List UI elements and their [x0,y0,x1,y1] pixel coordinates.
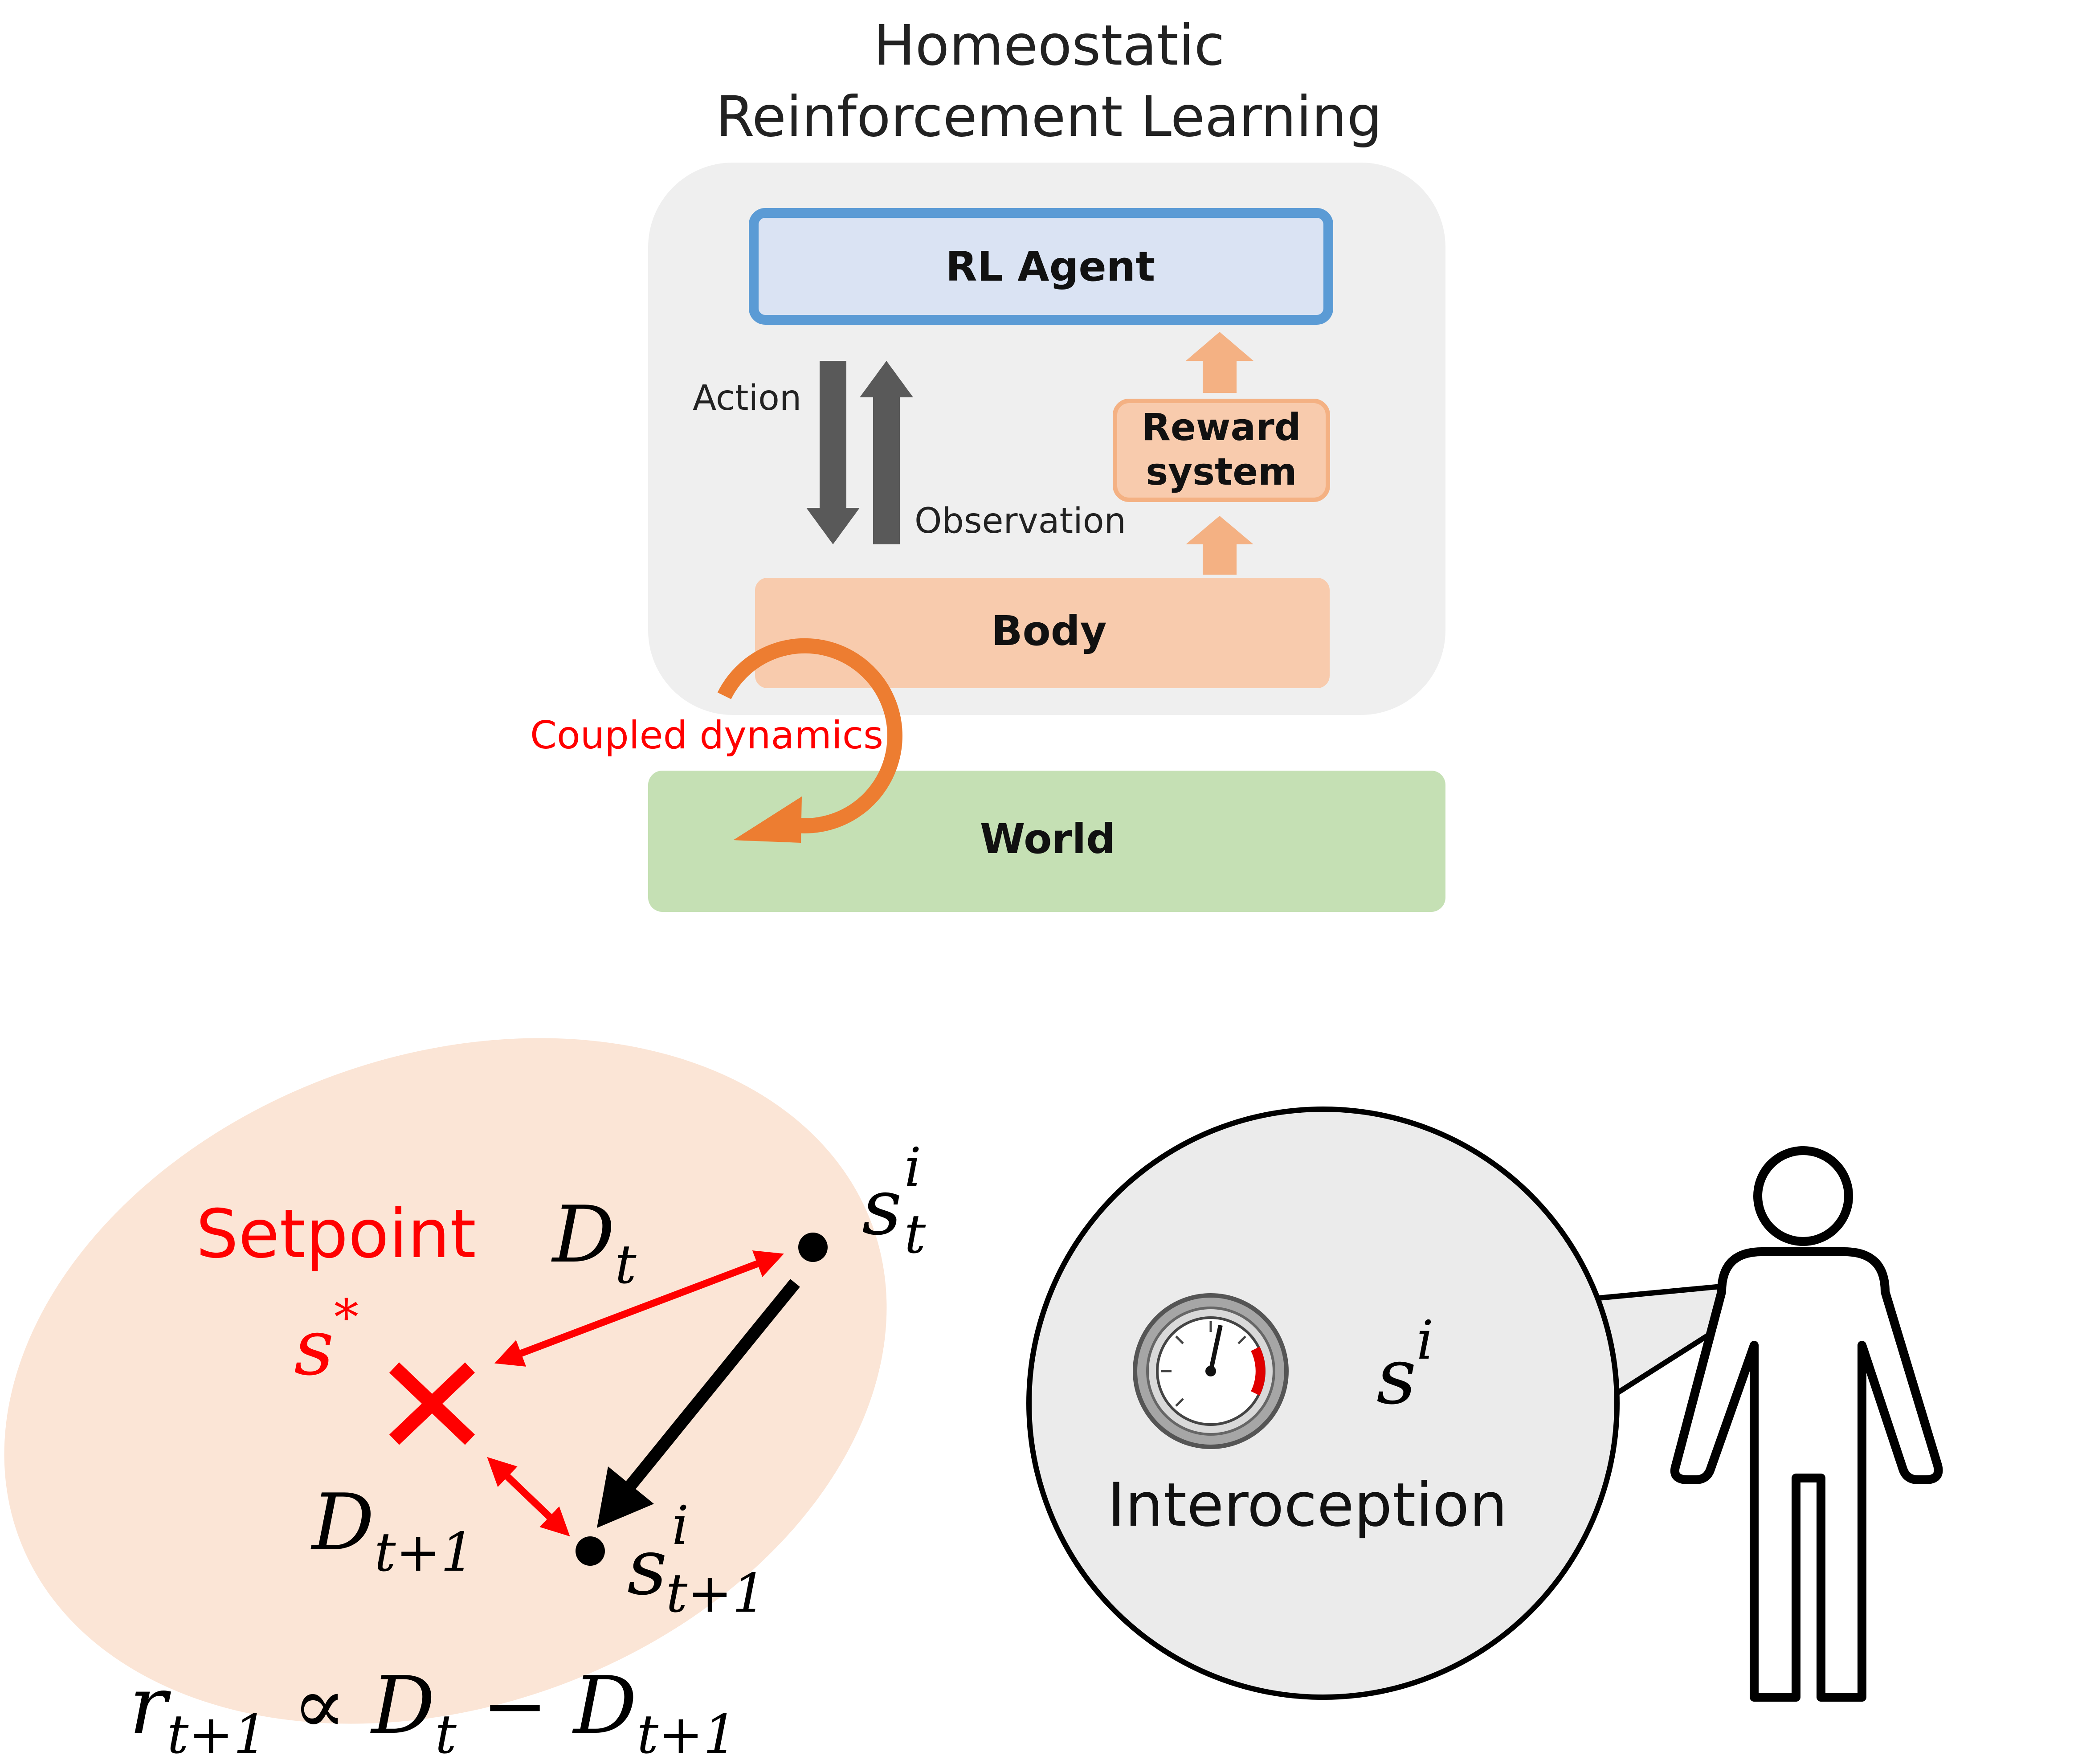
reward-to-agent-arrow [1186,332,1253,393]
distance-t-arrow [494,1250,784,1367]
world-box [648,771,1445,912]
body-to-reward-arrow [1186,516,1253,575]
reward-system-label-1: Reward [1142,405,1301,449]
title-line-2: Reinforcement Learning [716,85,1382,149]
reward-system-label-2: system [1146,450,1297,494]
action-arrow [806,361,860,544]
rl-agent-label: RL Agent [946,243,1155,290]
cycle-arrow-icon [717,638,902,843]
cross-icon [389,1362,475,1445]
observation-label: Observation [914,501,1126,541]
state-transition-arrow [597,1279,800,1528]
state-point-t [798,1233,828,1262]
coupled-dynamics-label: Coupled dynamics [530,713,883,758]
body-label: Body [991,607,1106,655]
action-label: Action [693,378,801,418]
reward-formula: rt+1 ∝ Dt − Dt+1 [129,1659,737,1764]
setpoint-symbol: s* [294,1289,359,1393]
rl-agent-box [749,208,1333,325]
distance-t1-arrow [487,1457,570,1537]
setpoint-label: Setpoint [196,1196,476,1273]
gauge-icon [1133,1293,1289,1449]
reward-system-box [1113,399,1330,502]
interoception-label: Interoception [1107,1470,1507,1540]
observation-arrow [860,361,913,544]
distance-t1-label: Dt+1 [310,1478,474,1584]
body-box [755,578,1330,688]
world-label: World [980,815,1115,863]
state-t1-label: si t+1 [627,1495,766,1625]
state-point-t1 [576,1536,605,1566]
title-line-1: Homeostatic [874,13,1225,78]
state-t-label: si t [862,1137,926,1266]
interoception-symbol: si [1376,1310,1433,1422]
person-icon [1670,1146,1943,1702]
homeostatic-region [4,1038,887,1724]
